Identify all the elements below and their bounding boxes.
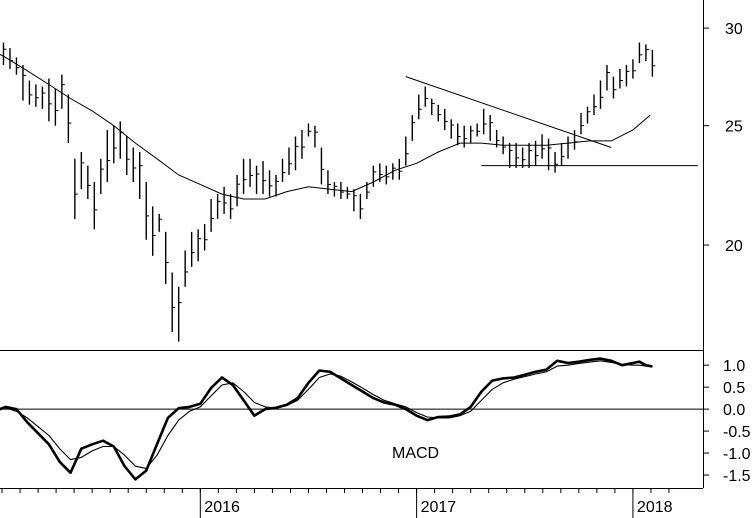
x-tick-label: 2017 [421, 499, 457, 516]
macd-series-thin [0, 360, 653, 469]
x-tick-label: 2016 [204, 499, 240, 516]
macd-y-tick-label: -1.0 [723, 446, 751, 463]
axes-layer: 20 25 30 1.0 0.5 0.0 -0.5 -1.0 -1.5 2016 2017 2018 [1, 21, 751, 518]
price-y-tick-label: 25 [725, 119, 743, 136]
x-tick-label: 2018 [637, 499, 673, 516]
macd-y-tick-label: 0.5 [723, 380, 745, 397]
price-y-tick-label: 30 [725, 21, 743, 38]
moving-average-line [0, 53, 651, 200]
price-y-tick-label: 20 [725, 238, 743, 255]
macd-y-tick-label: 1.0 [723, 358, 745, 375]
macd-y-tick-label: 0.0 [723, 402, 745, 419]
price-panel [0, 42, 698, 342]
macd-panel [0, 357, 703, 481]
macd-y-tick-label: -0.5 [723, 424, 751, 441]
macd-label: MACD [392, 445, 439, 462]
resistance-trendline [405, 76, 612, 148]
macd-y-tick-label: -1.5 [723, 468, 751, 485]
macd-series-thick [0, 357, 653, 481]
